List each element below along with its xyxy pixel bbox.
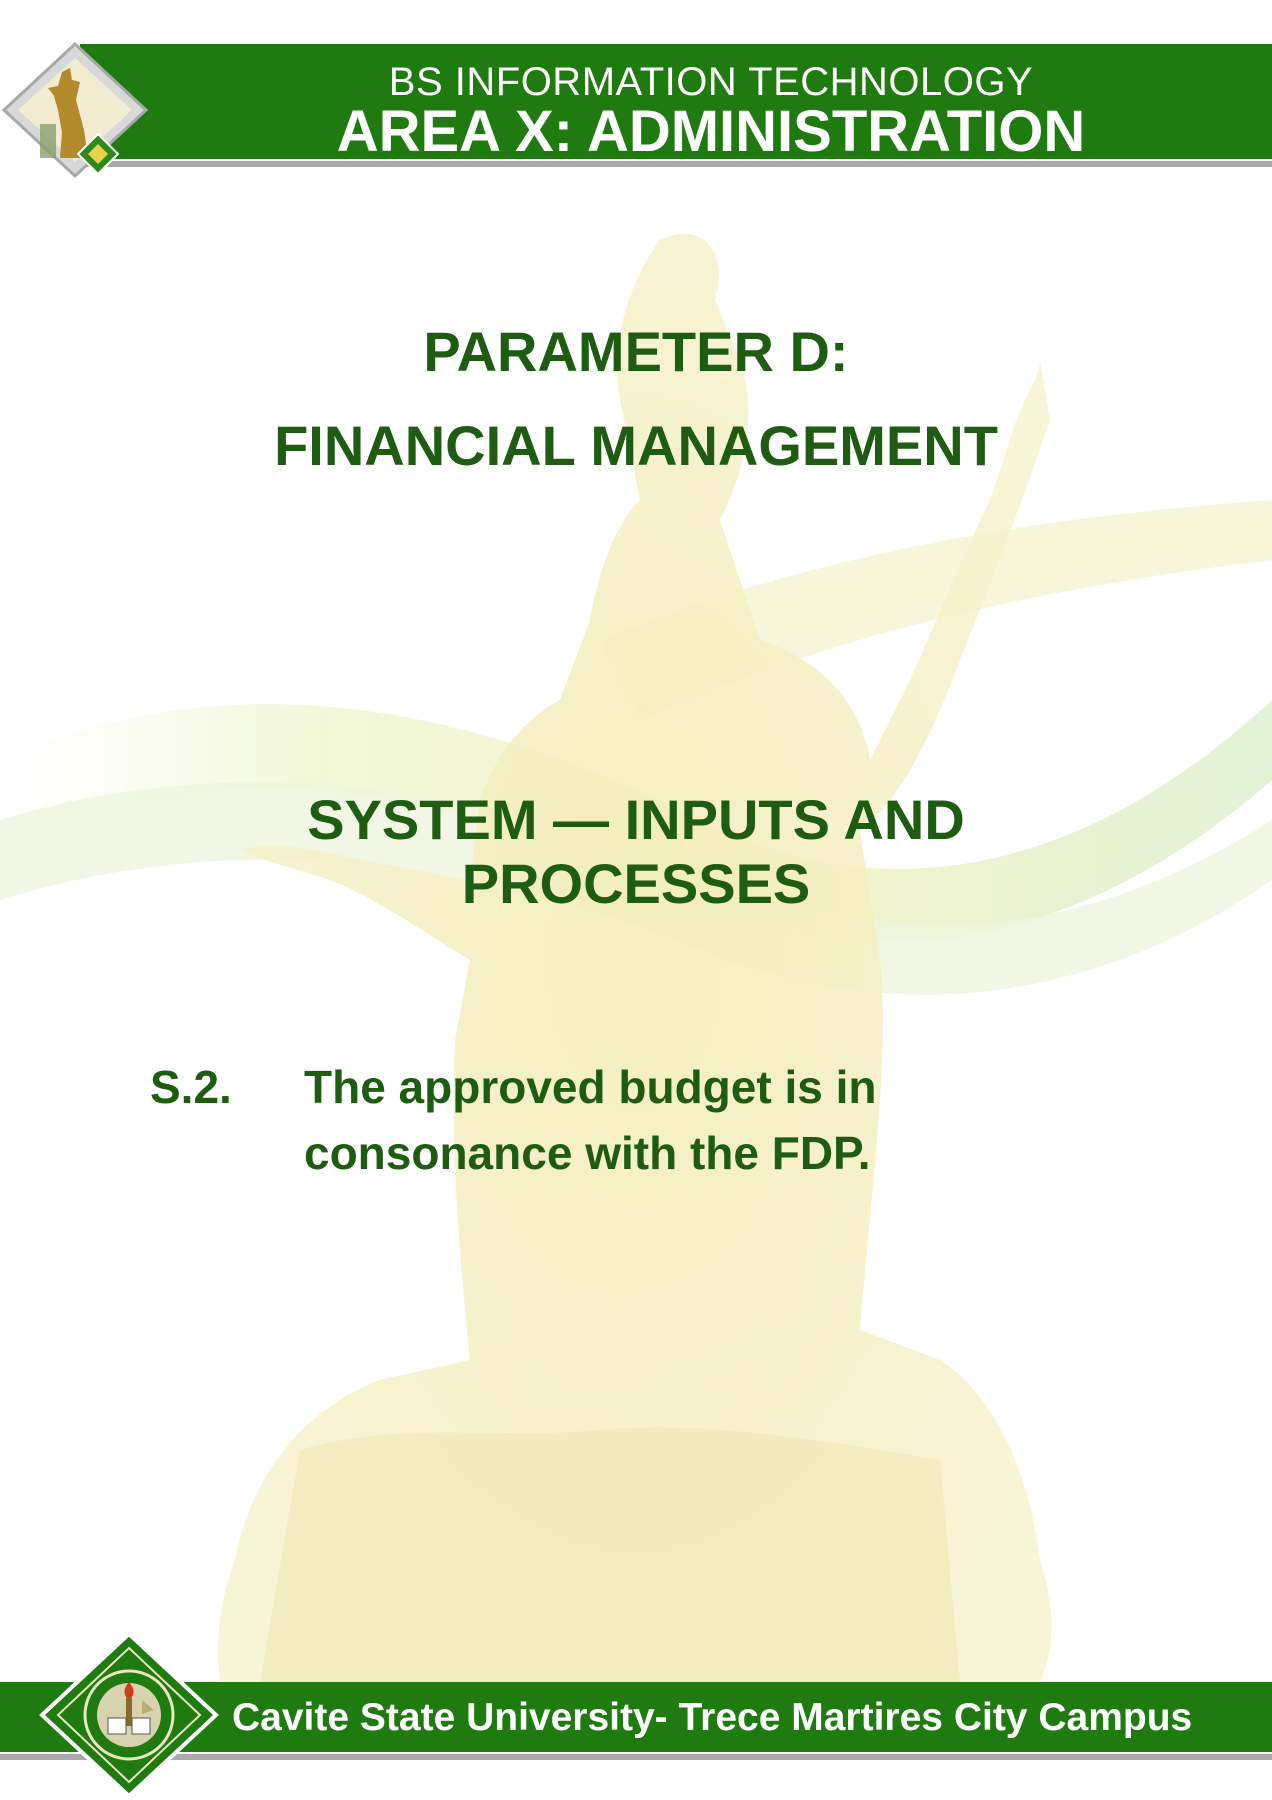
footer-campus: Cavite State University- Trece Martires … bbox=[232, 1696, 1193, 1739]
item-text-line2: consonance with the FDP. bbox=[304, 1127, 871, 1179]
parameter-label: PARAMETER D: bbox=[423, 320, 849, 383]
header-underline bbox=[80, 161, 1272, 167]
header-band bbox=[80, 44, 1272, 159]
section-title-line1: SYSTEM — INPUTS AND bbox=[307, 788, 965, 851]
header-area: AREA X: ADMINISTRATION bbox=[336, 99, 1086, 164]
section-title-line2: PROCESSES bbox=[461, 852, 811, 915]
header-program: BS INFORMATION TECHNOLOGY bbox=[388, 60, 1034, 104]
item-text-line1: The approved budget is in bbox=[304, 1061, 877, 1113]
footer-underline bbox=[0, 1754, 1272, 1760]
program-logo-icon bbox=[1, 41, 149, 179]
item-text: The approved budget is in consonance wit… bbox=[304, 1054, 1064, 1186]
section-title: SYSTEM — INPUTS AND PROCESSES bbox=[0, 788, 1272, 916]
parameter-name: FINANCIAL MANAGEMENT bbox=[274, 414, 998, 477]
university-seal-icon bbox=[39, 1631, 219, 1799]
item-number: S.2. bbox=[150, 1061, 232, 1113]
